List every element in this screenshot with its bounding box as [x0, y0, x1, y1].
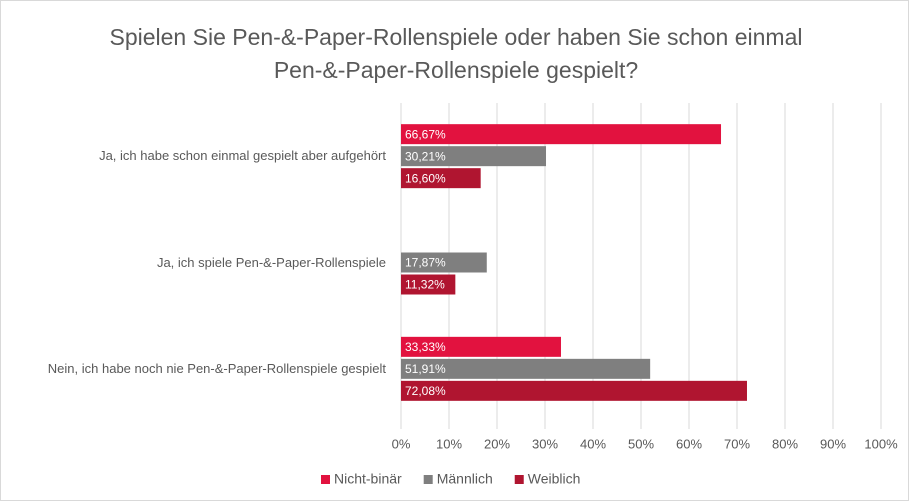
legend-label: Männlich [437, 471, 493, 487]
data-label: 17,87% [405, 256, 446, 270]
legend-swatch [321, 475, 330, 484]
y-tick-text: Ja, ich habe schon einmal gespielt aber … [99, 148, 386, 164]
data-label: 30,21% [405, 149, 446, 163]
x-tick-label: 30% [532, 436, 558, 451]
x-tick-label: 50% [628, 436, 654, 451]
bar [401, 274, 456, 295]
bar [401, 146, 547, 167]
data-label: 66,67% [405, 127, 446, 141]
y-tick-text: Ja, ich spiele Pen-&-Paper-Rollenspiele [156, 254, 386, 270]
x-tick-label: 70% [724, 436, 750, 451]
y-tick-label: Nein, ich habe noch nie Pen-&-Paper-Roll… [11, 339, 386, 399]
bar [401, 336, 561, 357]
x-tick-label: 100% [864, 436, 898, 451]
x-tick-label: 80% [772, 436, 798, 451]
bar [401, 358, 651, 379]
data-label: 33,33% [405, 340, 446, 354]
bar [401, 252, 487, 273]
x-tick-label: 60% [676, 436, 702, 451]
data-label: 72,08% [405, 384, 446, 398]
legend-label: Nicht-binär [334, 471, 402, 487]
y-tick-label: Ja, ich spiele Pen-&-Paper-Rollenspiele [11, 233, 386, 293]
chart-title: Spielen Sie Pen-&-Paper-Rollenspiele ode… [109, 24, 803, 83]
x-tick-label: 20% [484, 436, 510, 451]
x-tick-label: 0% [392, 436, 411, 451]
bar [401, 168, 481, 189]
bar [401, 380, 747, 401]
x-tick-label: 90% [820, 436, 846, 451]
y-tick-text: Nein, ich habe noch nie Pen-&-Paper-Roll… [47, 360, 386, 376]
x-tick-label: 10% [436, 436, 462, 451]
legend-label: Weiblich [528, 471, 581, 487]
legend-swatch [514, 475, 524, 484]
data-label: 16,60% [405, 171, 446, 185]
data-label: 11,32% [405, 278, 445, 292]
bar [401, 124, 722, 145]
legend-swatch [423, 475, 433, 484]
data-label: 51,91% [405, 362, 446, 376]
y-tick-label: Ja, ich habe schon einmal gespielt aber … [11, 126, 386, 186]
x-tick-label: 40% [580, 436, 606, 451]
